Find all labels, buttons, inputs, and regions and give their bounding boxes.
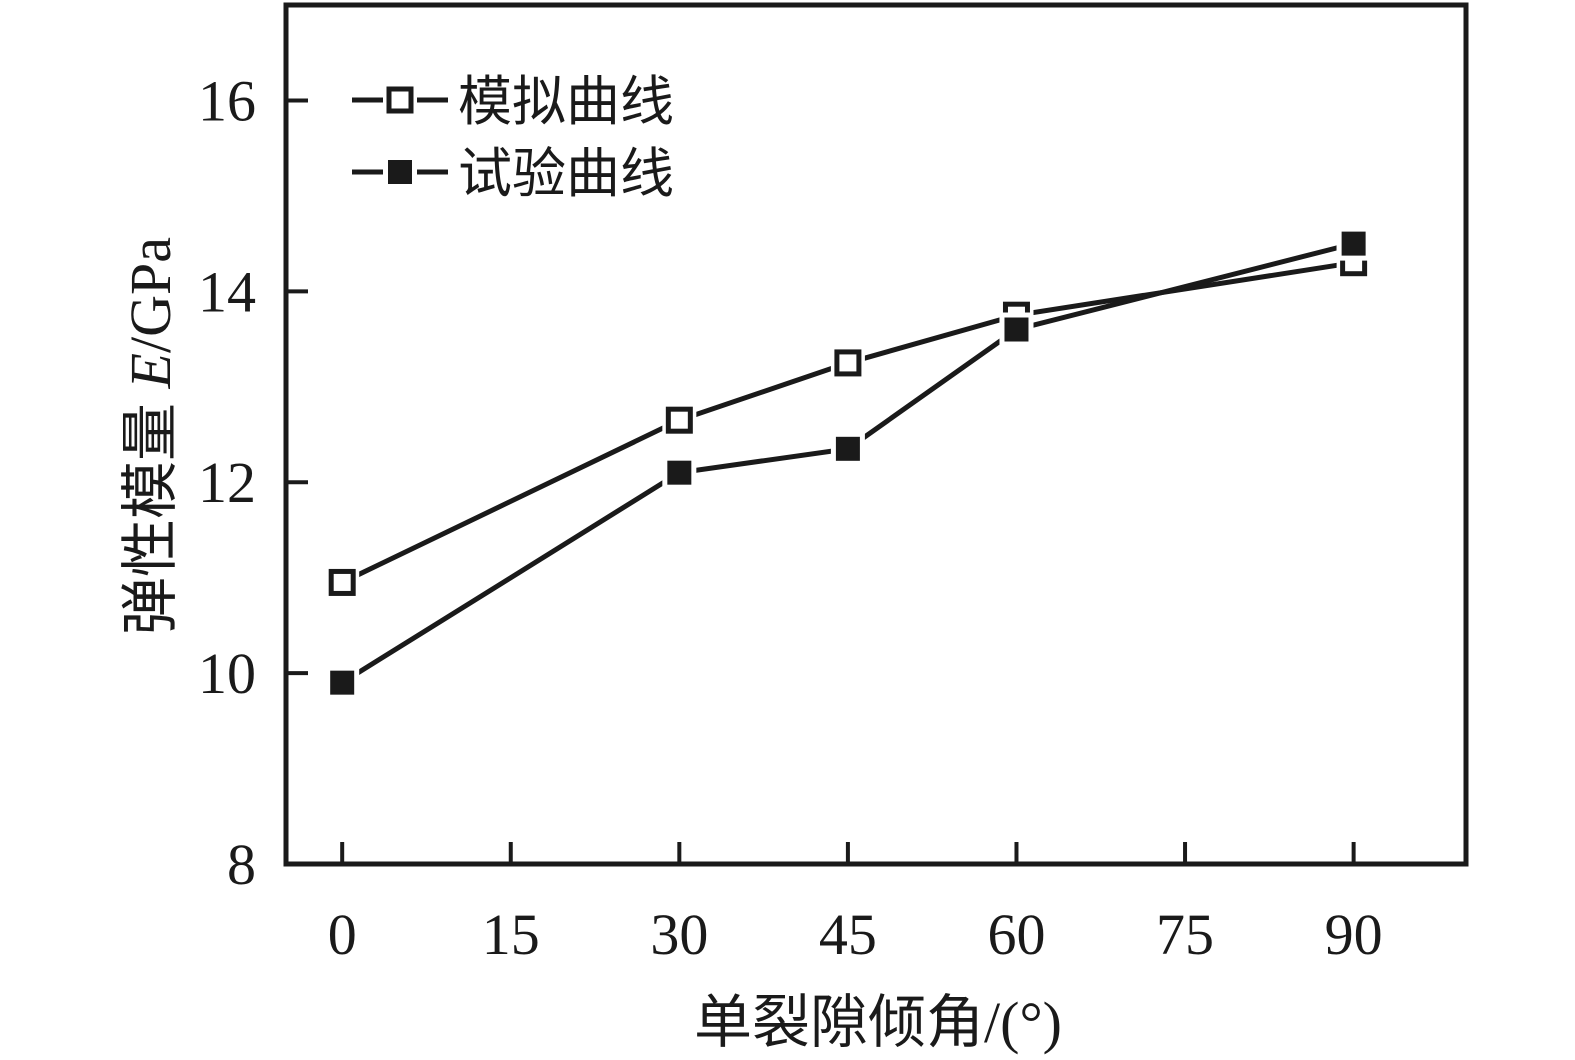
data-point-marker-0-2 — [830, 345, 865, 380]
legend-marker-0 — [383, 83, 417, 117]
legend-label-1: 试验曲线 — [458, 144, 674, 204]
open-square-icon — [386, 86, 414, 114]
x-tick-label: 60 — [987, 902, 1045, 967]
legend-marker-1 — [383, 155, 417, 189]
filled-square-icon — [835, 436, 860, 461]
y-tick-label: 8 — [227, 832, 256, 897]
x-axis-title: 单裂隙倾角/(°) — [694, 990, 1062, 1055]
filled-square-icon — [388, 160, 412, 184]
y-tick-label: 14 — [198, 259, 256, 324]
x-tick-label: 30 — [650, 902, 708, 967]
data-point-marker-1-4 — [1336, 226, 1371, 261]
filled-square-icon — [1004, 317, 1029, 342]
x-tick-label: 90 — [1325, 902, 1383, 967]
open-square-icon — [328, 568, 356, 596]
legend-item-1: 试验曲线 — [352, 144, 674, 204]
series-line-0 — [341, 260, 1355, 585]
y-tick-label: 12 — [198, 450, 256, 515]
data-point-marker-0-0 — [325, 565, 360, 600]
x-tick-label: 15 — [482, 902, 540, 967]
x-tick-label: 0 — [328, 902, 357, 967]
y-tick-label: 16 — [198, 68, 256, 133]
y-axis-title-prefix: 弹性模量 — [118, 388, 183, 635]
open-square-icon — [834, 349, 862, 377]
y-axis-title-suffix: /GPa — [118, 237, 183, 353]
data-point-marker-1-1 — [662, 455, 697, 490]
data-point-marker-1-3 — [999, 312, 1034, 347]
data-point-marker-0-1 — [662, 403, 697, 438]
x-tick-label: 45 — [819, 902, 877, 967]
filled-square-icon — [667, 460, 692, 485]
x-tick-label: 75 — [1156, 902, 1214, 967]
filled-square-icon — [330, 670, 355, 695]
data-point-marker-1-0 — [325, 665, 360, 700]
open-square-icon — [665, 406, 693, 434]
data-point-marker-1-2 — [830, 431, 865, 466]
plot-area-border — [283, 2, 1469, 867]
y-tick-label: 10 — [198, 641, 256, 706]
legend-item-0: 模拟曲线 — [352, 72, 674, 132]
y-axis-title-symbol: E — [118, 353, 183, 389]
filled-square-icon — [1341, 231, 1366, 256]
legend-label-0: 模拟曲线 — [458, 72, 674, 132]
y-axis-title: 弹性模量 E/GPa — [118, 237, 183, 635]
